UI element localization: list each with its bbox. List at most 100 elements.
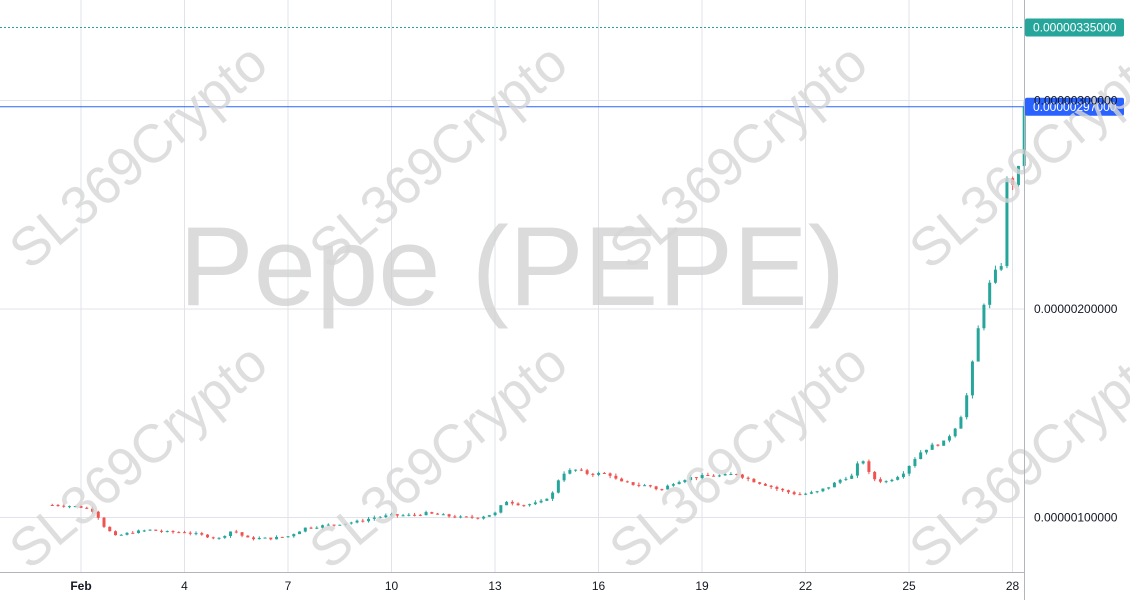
candle	[315, 526, 319, 530]
candle	[50, 503, 54, 506]
candle-body	[367, 518, 371, 522]
candle	[545, 498, 549, 502]
candle	[476, 517, 480, 520]
candle	[861, 460, 865, 465]
candle	[775, 485, 779, 492]
candle	[562, 471, 566, 482]
candle	[982, 303, 986, 331]
last-price-label: 0.00000335000	[1033, 21, 1117, 35]
candle	[131, 531, 135, 534]
candle	[200, 531, 204, 536]
candle	[637, 482, 641, 488]
candle-body	[246, 535, 250, 538]
x-tick-label: 22	[799, 579, 813, 593]
candle-body	[269, 537, 273, 540]
candle-body	[804, 493, 808, 495]
candle-body	[919, 452, 923, 460]
candle	[648, 484, 652, 488]
candle-body	[786, 490, 790, 493]
candle-body	[545, 498, 549, 501]
candle-body	[574, 469, 578, 471]
grid-layer	[0, 0, 1024, 572]
candle-body	[712, 475, 716, 477]
candle	[361, 518, 365, 523]
candle-body	[832, 482, 836, 488]
candle-body	[884, 481, 888, 483]
candle	[344, 523, 348, 526]
candle	[309, 526, 313, 529]
candle-body	[631, 482, 635, 485]
candle-body	[620, 478, 624, 482]
candle	[275, 535, 279, 540]
candle-body	[263, 537, 267, 539]
candle	[516, 502, 520, 506]
candle	[850, 473, 854, 480]
candle-body	[177, 532, 181, 534]
candle	[1016, 165, 1020, 187]
logo-watermark: SL369Crypto	[0, 332, 278, 581]
candle-layer	[50, 101, 1026, 541]
candle	[464, 516, 468, 518]
candle-body	[91, 508, 95, 512]
candle	[413, 512, 417, 517]
candle-body	[913, 459, 917, 466]
candle-body	[131, 532, 135, 534]
candle-body	[470, 516, 474, 518]
candle-body	[683, 480, 687, 483]
candle	[441, 513, 445, 516]
candle-body	[562, 473, 566, 481]
candle	[223, 535, 227, 539]
candle	[539, 498, 543, 504]
candle	[890, 478, 894, 483]
y-tick-label: 0.00000200000	[1034, 302, 1118, 316]
candle	[832, 481, 836, 488]
candle	[746, 476, 750, 482]
candle	[631, 482, 635, 486]
candle-body	[108, 526, 112, 532]
candle-body	[487, 515, 491, 517]
candle	[367, 516, 371, 523]
candle	[614, 473, 618, 480]
candle	[280, 536, 284, 538]
candle-body	[608, 473, 612, 476]
candle	[240, 531, 244, 538]
candle	[608, 472, 612, 479]
candle-body	[637, 484, 641, 486]
candle	[401, 513, 405, 517]
candle	[965, 392, 969, 420]
candle	[384, 513, 388, 519]
candle	[286, 536, 290, 538]
candle	[338, 524, 342, 526]
candle	[119, 534, 123, 536]
candle-body	[999, 266, 1003, 270]
candle-body	[240, 532, 244, 536]
candle	[993, 265, 997, 284]
x-tick-label: 4	[181, 579, 188, 593]
candle	[838, 478, 842, 485]
candle	[579, 468, 583, 472]
candle	[378, 515, 382, 520]
candle-body	[390, 514, 394, 516]
candle-body	[924, 449, 928, 453]
candle-body	[597, 472, 601, 475]
candle	[568, 468, 572, 475]
candle-body	[441, 514, 445, 516]
candle	[355, 519, 359, 524]
candle-body	[309, 527, 313, 529]
candle-body	[677, 482, 681, 485]
candle-body	[717, 475, 721, 477]
candle-body	[660, 489, 664, 491]
candle	[677, 480, 681, 485]
candle-body	[855, 463, 859, 476]
candle-body	[539, 500, 543, 503]
candle	[430, 511, 434, 515]
candle-body	[775, 486, 779, 489]
candle-body	[384, 515, 388, 518]
candle	[114, 530, 118, 536]
candle-body	[211, 537, 215, 539]
candle	[907, 465, 911, 477]
candle	[470, 514, 474, 519]
level-layer: 0.00000335000 0.00000297000	[0, 18, 1124, 116]
